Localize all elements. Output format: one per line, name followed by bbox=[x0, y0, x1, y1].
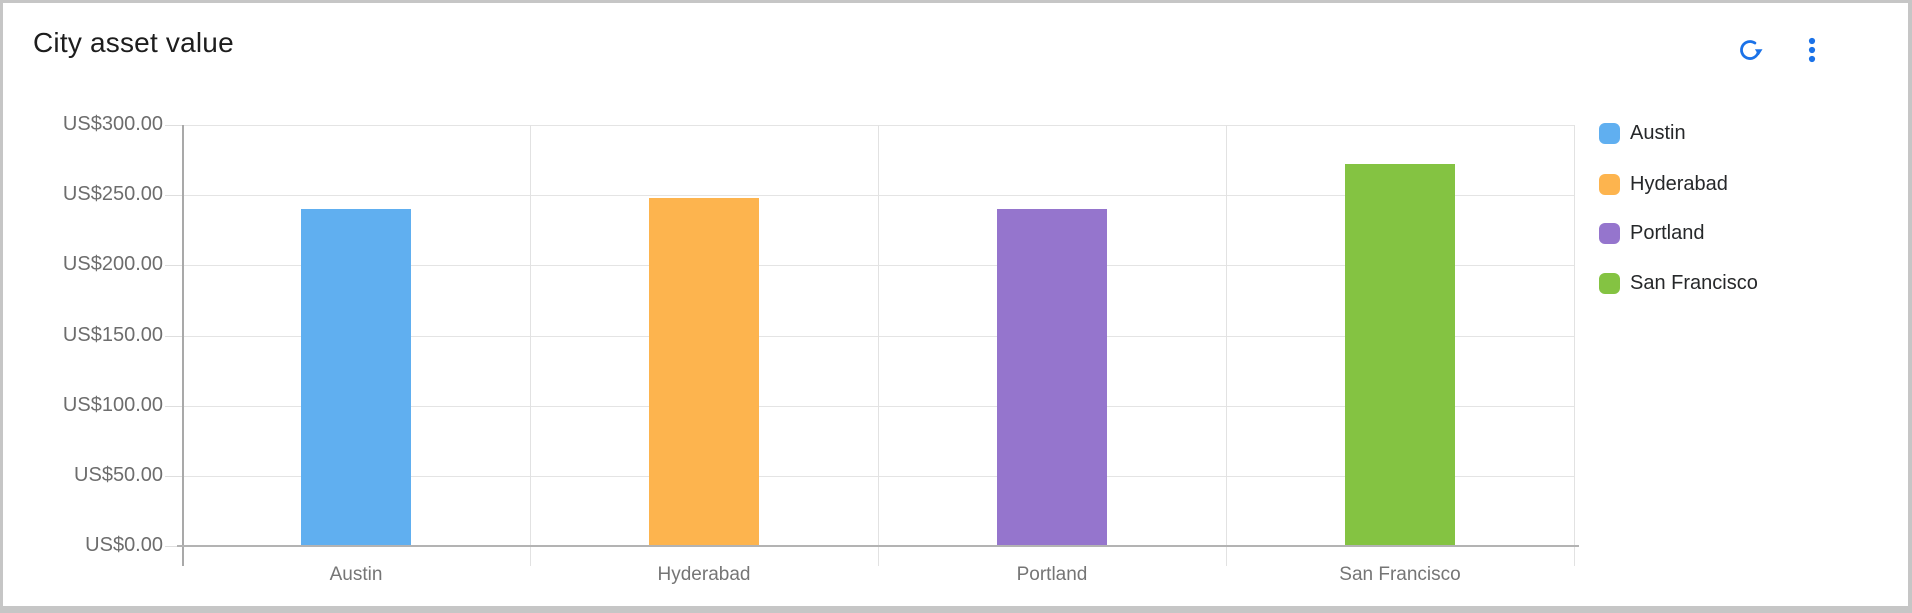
y-axis-label: US$0.00 bbox=[85, 534, 163, 556]
y-axis-label: US$100.00 bbox=[62, 394, 163, 416]
y-axis-tick bbox=[165, 336, 182, 337]
legend-label: Hyderabad bbox=[1630, 173, 1728, 195]
refresh-button[interactable] bbox=[1734, 35, 1766, 67]
y-axis-tick bbox=[165, 265, 182, 266]
x-axis-line bbox=[177, 545, 1579, 547]
y-axis-tick bbox=[165, 546, 182, 547]
legend-swatch bbox=[1599, 223, 1620, 244]
kebab-menu-button[interactable] bbox=[1796, 35, 1828, 67]
legend-item-hyderabad[interactable]: Hyderabad bbox=[1599, 173, 1728, 196]
x-axis-label: Hyderabad bbox=[657, 564, 751, 585]
x-axis-label: Portland bbox=[1016, 564, 1088, 585]
bar-austin[interactable] bbox=[301, 209, 411, 545]
legend-item-austin[interactable]: Austin bbox=[1599, 122, 1686, 145]
y-axis-tick bbox=[165, 195, 182, 196]
y-axis-label: US$200.00 bbox=[62, 253, 163, 275]
legend-item-portland[interactable]: Portland bbox=[1599, 222, 1705, 245]
y-axis-label: US$300.00 bbox=[62, 113, 163, 135]
x-gridline bbox=[1226, 125, 1227, 566]
widget-title: City asset value bbox=[33, 27, 234, 58]
legend-label: Austin bbox=[1630, 122, 1686, 144]
y-axis-tick bbox=[165, 125, 182, 126]
legend-swatch bbox=[1599, 273, 1620, 294]
bar-portland[interactable] bbox=[997, 209, 1107, 545]
legend-item-san-francisco[interactable]: San Francisco bbox=[1599, 272, 1758, 295]
legend-swatch bbox=[1599, 174, 1620, 195]
y-axis-line bbox=[182, 125, 184, 566]
y-axis-tick bbox=[165, 476, 182, 477]
x-gridline bbox=[878, 125, 879, 566]
y-axis-label: US$150.00 bbox=[62, 324, 163, 346]
y-axis-label: US$250.00 bbox=[62, 183, 163, 205]
bar-hyderabad[interactable] bbox=[649, 198, 759, 545]
legend-swatch bbox=[1599, 123, 1620, 144]
y-axis-tick bbox=[165, 406, 182, 407]
legend-label: San Francisco bbox=[1630, 272, 1758, 294]
x-gridline bbox=[1574, 125, 1575, 566]
x-axis-label: San Francisco bbox=[1339, 564, 1461, 585]
bar-san-francisco[interactable] bbox=[1345, 164, 1455, 545]
refresh-icon bbox=[1736, 36, 1764, 67]
kebab-menu-icon bbox=[1800, 35, 1824, 68]
x-axis-label: Austin bbox=[329, 564, 383, 585]
y-axis-label: US$50.00 bbox=[74, 464, 163, 486]
x-gridline bbox=[530, 125, 531, 566]
legend-label: Portland bbox=[1630, 222, 1705, 244]
